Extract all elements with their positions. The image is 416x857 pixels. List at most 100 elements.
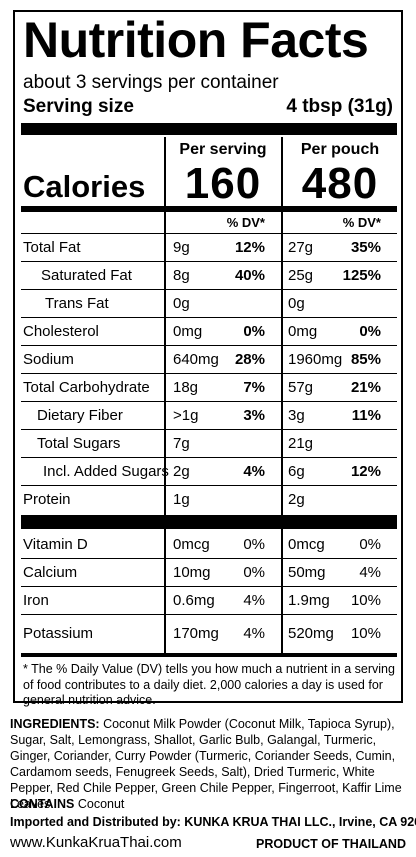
table-row: Calcium 10mg 0% 50mg 4%	[15, 559, 401, 587]
dv-per-pouch: 10%	[350, 625, 381, 642]
dv-per-serving: 7%	[243, 379, 265, 396]
amount-per-pouch: 6g	[288, 463, 305, 480]
dv-per-pouch: 0%	[359, 536, 381, 553]
serving-size-value: 4 tbsp (31g)	[286, 96, 393, 117]
section-divider	[283, 515, 397, 529]
dv-per-serving: 28%	[234, 351, 265, 368]
dv-per-pouch: 10%	[350, 592, 381, 609]
dv-header-row	[15, 206, 401, 234]
contains-text: Coconut	[77, 797, 125, 811]
nutrient-name: Total Sugars	[37, 435, 121, 452]
footnote-divider	[21, 653, 397, 657]
dv-per-serving: 4%	[243, 592, 265, 609]
nutrient-name: Protein	[23, 491, 71, 508]
per-serving-header: Per serving	[179, 141, 267, 158]
section-divider	[21, 515, 164, 529]
nutrient-name: Trans Fat	[45, 295, 109, 312]
calories-per-pouch: 480	[301, 159, 379, 208]
amount-per-serving: 2g	[173, 463, 190, 480]
nutrition-facts-panel: Nutrition Facts about 3 servings per con…	[13, 10, 403, 707]
per-pouch-header: Per pouch	[300, 141, 380, 158]
dv-per-serving: 4%	[243, 463, 265, 480]
amount-per-pouch: 3g	[288, 407, 305, 424]
nutrient-name: Saturated Fat	[41, 267, 132, 284]
table-row: Trans Fat 0g 0g	[15, 290, 401, 318]
imported-by: Imported and Distributed by: KUNKA KRUA …	[10, 815, 416, 829]
dv-per-pouch: 125%	[342, 267, 381, 284]
table-row: Vitamin D 0mcg 0% 0mcg 0%	[15, 531, 401, 559]
dv-per-pouch: 4%	[359, 564, 381, 581]
dv-per-serving: 3%	[243, 407, 265, 424]
amount-per-pouch: 0mcg	[288, 536, 325, 553]
table-row: Potassium 170mg 4% 520mg 10%	[15, 615, 401, 651]
dv-per-serving: 0%	[243, 323, 265, 340]
nutrient-name: Cholesterol	[23, 323, 99, 340]
column-divider-right	[281, 137, 283, 654]
amount-per-pouch: 0mg	[288, 323, 318, 340]
nutrient-name: Dietary Fiber	[37, 407, 123, 424]
amount-per-pouch: 2g	[288, 491, 305, 508]
amount-per-serving: 1g	[173, 491, 190, 508]
nutrient-name: Potassium	[23, 625, 94, 642]
table-row: Total Carbohydrate 18g 7% 57g 21%	[15, 374, 401, 402]
amount-per-serving: 170mg	[173, 625, 219, 642]
calories-per-serving: 160	[184, 159, 262, 208]
amount-per-pouch: 57g	[288, 379, 314, 396]
table-row: Iron 0.6mg 4% 1.9mg 10%	[15, 587, 401, 615]
dv-per-serving: 4%	[243, 625, 265, 642]
amount-per-serving: 640mg	[173, 351, 219, 368]
amount-per-serving: 7g	[173, 435, 190, 452]
dv-per-serving: 0%	[243, 564, 265, 581]
panel-title: Nutrition Facts	[23, 12, 369, 68]
dv-per-pouch: 12%	[350, 463, 381, 480]
servings-per-container: about 3 servings per container	[23, 72, 279, 93]
ingredients-text: Coconut Milk Powder (Coconut Milk, Tapio…	[10, 717, 402, 811]
table-row: Incl. Added Sugars 2g 4% 6g 12%	[15, 458, 401, 486]
dv-per-serving: 12%	[234, 239, 265, 256]
nutrient-name: Vitamin D	[23, 536, 88, 553]
contains: CONTAINS Coconut	[10, 796, 124, 812]
dv-per-pouch: 11%	[351, 407, 381, 424]
ingredients: INGREDIENTS: Coconut Milk Powder (Coconu…	[10, 716, 410, 812]
dv-per-serving: 40%	[234, 267, 265, 284]
serving-size-label: Serving size	[23, 96, 134, 117]
table-row: Total Sugars 7g 21g	[15, 430, 401, 458]
amount-per-serving: 18g	[173, 379, 199, 396]
amount-per-pouch: 1.9mg	[288, 592, 330, 609]
table-row: Saturated Fat 8g 40% 25g 125%	[15, 262, 401, 290]
amount-per-serving: 0mcg	[173, 536, 210, 553]
calories-label: Calories	[23, 169, 146, 204]
dv-per-pouch: 0%	[359, 323, 381, 340]
nutrient-name: Total Fat	[23, 239, 81, 256]
dv-header-pouch: % DV*	[342, 215, 381, 230]
amount-per-serving: 9g	[173, 239, 190, 256]
amount-per-pouch: 27g	[288, 239, 314, 256]
amount-per-pouch: 50mg	[288, 564, 326, 581]
table-row: Dietary Fiber >1g 3% 3g 11%	[15, 402, 401, 430]
amount-per-pouch: 0g	[288, 295, 305, 312]
amount-per-pouch: 520mg	[288, 625, 334, 642]
amount-per-pouch: 25g	[288, 267, 314, 284]
footnote: * The % Daily Value (DV) tells you how m…	[23, 662, 395, 707]
nutrient-name: Iron	[23, 592, 49, 609]
amount-per-pouch: 1960mg	[288, 351, 343, 368]
table-row: Sodium 640mg 28% 1960mg 85%	[15, 346, 401, 374]
dv-per-pouch: 21%	[350, 379, 381, 396]
dv-header-serving: % DV*	[226, 215, 265, 230]
section-divider	[166, 515, 281, 529]
product-origin: PRODUCT OF THAILAND	[256, 837, 406, 851]
amount-per-serving: 0mg	[173, 323, 203, 340]
dv-per-serving: 0%	[243, 536, 265, 553]
nutrient-name: Sodium	[23, 351, 74, 368]
amount-per-serving: 8g	[173, 267, 190, 284]
amount-per-serving: 10mg	[173, 564, 211, 581]
amount-per-serving: 0.6mg	[173, 592, 215, 609]
thick-divider	[21, 123, 397, 135]
website: www.KunkaKruaThai.com	[10, 834, 182, 851]
ingredients-label: INGREDIENTS:	[10, 717, 100, 731]
contains-label: CONTAINS	[10, 797, 75, 811]
calories-divider	[21, 206, 397, 212]
table-row: Protein 1g 2g	[15, 486, 401, 515]
dv-per-pouch: 85%	[350, 351, 381, 368]
table-row: Total Fat 9g 12% 27g 35%	[15, 234, 401, 262]
